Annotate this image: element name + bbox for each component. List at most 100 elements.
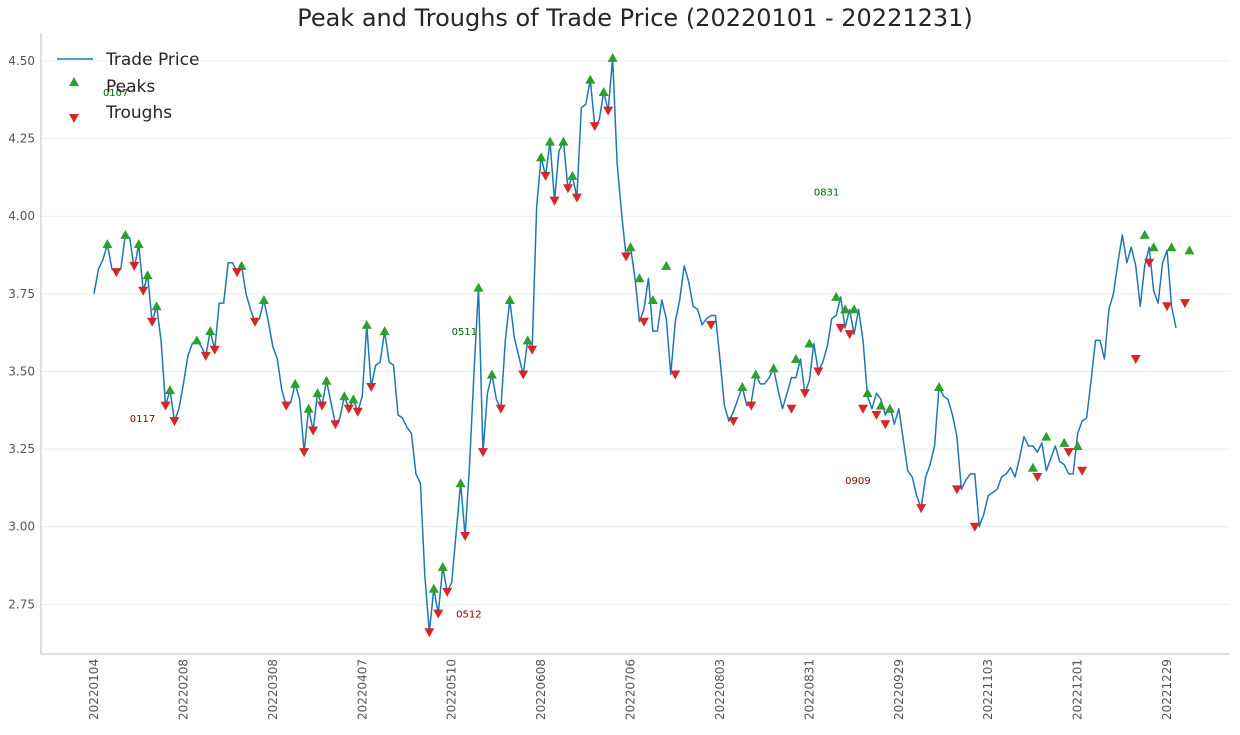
trough-marker xyxy=(835,323,846,333)
y-tick-label: 2.75 xyxy=(8,597,35,611)
peak-marker xyxy=(504,295,515,305)
peak-marker xyxy=(312,388,323,398)
trough-marker xyxy=(460,532,471,542)
trough-marker xyxy=(527,345,538,355)
trough-marker xyxy=(1063,448,1074,458)
peak-marker xyxy=(1027,462,1038,472)
legend-label: Peaks xyxy=(106,77,155,97)
trough-marker xyxy=(1179,299,1190,309)
peak-marker xyxy=(737,381,748,391)
peak-marker xyxy=(1041,431,1052,441)
trough-marker xyxy=(670,370,681,380)
troughs-series xyxy=(111,106,1190,638)
trough-marker xyxy=(844,330,855,340)
peak-marker xyxy=(634,273,645,283)
peak-annotation: 0107 xyxy=(103,88,128,99)
legend-trough-swatch xyxy=(69,114,79,123)
chart-title: Peak and Troughs of Trade Price (2022010… xyxy=(297,4,973,32)
peak-marker xyxy=(884,403,895,413)
trough-marker xyxy=(129,261,140,271)
peak-marker xyxy=(102,239,113,249)
trough-marker xyxy=(1144,258,1155,268)
trough-marker xyxy=(603,106,614,116)
trough-marker xyxy=(880,420,891,430)
peak-marker xyxy=(831,291,842,301)
peak-marker xyxy=(142,270,153,280)
x-tick-label: 20220831 xyxy=(802,659,816,720)
trough-marker xyxy=(728,417,739,427)
peak-marker xyxy=(661,260,672,270)
peak-marker xyxy=(361,319,372,329)
trough-marker xyxy=(813,367,824,377)
trough-marker xyxy=(424,628,435,638)
trough-marker xyxy=(969,522,980,532)
x-tick-label: 20221201 xyxy=(1071,659,1085,720)
y-tick-label: 3.25 xyxy=(8,442,35,456)
trough-marker xyxy=(209,345,220,355)
peak-marker xyxy=(625,242,636,252)
trough-marker xyxy=(518,370,529,380)
trough-marker xyxy=(281,401,292,411)
peak-marker xyxy=(236,260,247,270)
peak-marker xyxy=(598,86,609,96)
trough-marker xyxy=(1162,302,1173,312)
peak-marker xyxy=(840,304,851,314)
x-tick-label: 20220104 xyxy=(87,659,101,720)
peak-marker xyxy=(790,354,801,364)
peak-marker xyxy=(339,391,350,401)
peak-marker xyxy=(804,338,815,348)
peak-annotation: 0511 xyxy=(452,327,477,338)
trough-marker xyxy=(589,122,600,132)
peak-marker xyxy=(558,136,569,146)
peak-marker xyxy=(849,304,860,314)
x-axis-ticks: 20220104 20220208 20220308 20220407 20220510… xyxy=(87,659,1174,720)
annotations: 0107 0117 0511 0512 0831 0909 xyxy=(103,88,871,621)
peak-marker xyxy=(348,394,359,404)
trough-marker xyxy=(200,351,211,361)
y-tick-label: 4.00 xyxy=(8,209,35,223)
peak-marker xyxy=(379,326,390,336)
peak-marker xyxy=(875,400,886,410)
trough-marker xyxy=(706,320,717,330)
trough-marker xyxy=(249,317,260,327)
peak-marker xyxy=(1139,229,1150,239)
trough-marker xyxy=(951,485,962,495)
trough-marker xyxy=(442,587,453,597)
trough-marker xyxy=(138,286,149,296)
trough-marker xyxy=(540,171,551,181)
trough-marker xyxy=(366,382,377,392)
trough-marker xyxy=(330,420,341,430)
peak-marker xyxy=(321,375,332,385)
x-tick-label: 20220208 xyxy=(176,659,190,720)
peak-marker xyxy=(750,369,761,379)
x-tick-label: 20221103 xyxy=(981,659,995,720)
peak-marker xyxy=(151,301,162,311)
trough-marker xyxy=(495,404,506,414)
trough-marker xyxy=(549,196,560,206)
x-tick-label: 20220929 xyxy=(892,659,906,720)
trough-marker xyxy=(621,252,632,262)
peak-marker xyxy=(567,170,578,180)
peak-marker xyxy=(205,326,216,336)
trough-marker xyxy=(916,504,927,514)
peaks-series xyxy=(102,52,1195,593)
trough-marker xyxy=(746,401,757,411)
peak-marker xyxy=(455,478,466,488)
peak-marker xyxy=(1184,245,1195,255)
peak-marker xyxy=(165,385,176,395)
peak-marker xyxy=(862,388,873,398)
gridlines xyxy=(41,60,1230,605)
y-tick-label: 4.50 xyxy=(8,54,35,68)
y-axis-ticks: 2.75 3.00 3.25 3.50 3.75 4.00 4.25 4.50 xyxy=(8,54,35,611)
trough-annotation: 0512 xyxy=(456,610,481,621)
trough-annotation: 0117 xyxy=(130,414,155,425)
peak-marker xyxy=(1148,242,1159,252)
trough-marker xyxy=(433,609,444,619)
x-tick-label: 20220706 xyxy=(624,659,638,720)
trough-marker xyxy=(571,193,582,203)
x-tick-label: 20220608 xyxy=(534,659,548,720)
trough-marker xyxy=(317,401,328,411)
peak-marker xyxy=(585,74,596,84)
y-tick-label: 3.75 xyxy=(8,287,35,301)
